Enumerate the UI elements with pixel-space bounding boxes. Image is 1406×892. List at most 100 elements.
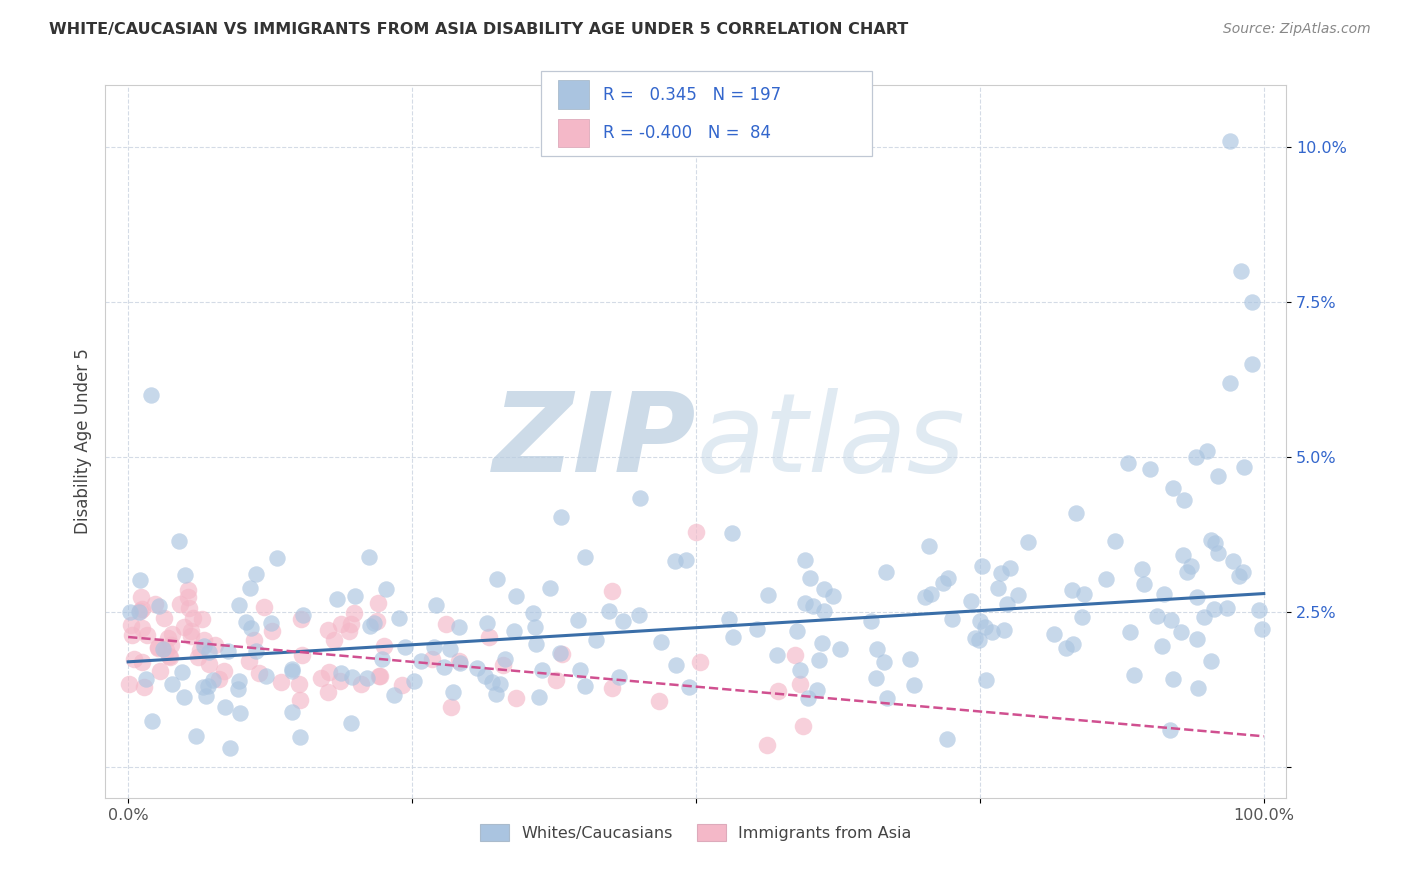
Point: [167, 534, 190, 549]
Point: [612, 615, 634, 629]
Point: [120, 618, 142, 632]
Point: [756, 589, 779, 603]
Point: [247, 666, 270, 681]
Point: [1152, 639, 1174, 653]
Point: [439, 641, 461, 656]
Point: [367, 669, 389, 683]
Point: [828, 642, 851, 657]
Point: [122, 652, 145, 666]
Point: [441, 685, 464, 699]
Point: [128, 605, 150, 619]
Point: [524, 636, 547, 650]
Point: [434, 616, 457, 631]
Point: [1161, 481, 1184, 495]
Point: [505, 589, 527, 603]
Point: [129, 603, 152, 617]
Point: [204, 638, 226, 652]
Point: [607, 670, 630, 684]
Point: [388, 610, 411, 624]
Point: [228, 673, 250, 688]
Point: [987, 581, 1010, 595]
Point: [1054, 640, 1077, 655]
Point: [574, 550, 596, 565]
Point: [865, 671, 887, 685]
Legend: Whites/Caucasians, Immigrants from Asia: Whites/Caucasians, Immigrants from Asia: [474, 818, 918, 847]
Point: [152, 642, 174, 657]
Point: [1132, 577, 1154, 591]
Point: [326, 592, 349, 607]
Point: [344, 589, 367, 603]
Point: [568, 663, 591, 677]
Point: [141, 714, 163, 728]
Point: [1185, 590, 1208, 604]
Point: [350, 677, 373, 691]
Point: [664, 554, 686, 568]
Point: [260, 616, 283, 631]
Point: [187, 650, 209, 665]
Point: [1139, 462, 1161, 476]
Point: [174, 568, 197, 582]
Point: [149, 664, 172, 678]
Point: [152, 611, 174, 625]
Point: [980, 624, 1002, 639]
Point: [756, 738, 779, 752]
Point: [1122, 668, 1144, 682]
Point: [173, 620, 195, 634]
Point: [898, 652, 921, 666]
Point: [970, 559, 993, 574]
Point: [873, 655, 896, 669]
Point: [391, 678, 413, 692]
Point: [665, 657, 688, 672]
Point: [218, 740, 240, 755]
Point: [789, 676, 811, 690]
Point: [960, 594, 983, 608]
Point: [337, 624, 360, 639]
Text: R =   0.345   N = 197: R = 0.345 N = 197: [603, 86, 782, 103]
Point: [1208, 468, 1230, 483]
Point: [143, 598, 166, 612]
Point: [449, 657, 471, 671]
Point: [198, 645, 221, 659]
Point: [600, 584, 623, 599]
Point: [1195, 443, 1218, 458]
Point: [159, 650, 181, 665]
Point: [1219, 134, 1241, 148]
Point: [155, 643, 177, 657]
Point: [965, 632, 987, 646]
Point: [969, 614, 991, 628]
Point: [359, 619, 381, 633]
Point: [214, 700, 236, 714]
Point: [995, 597, 1018, 611]
Point: [1241, 294, 1264, 309]
Point: [135, 672, 157, 686]
Point: [117, 677, 139, 691]
Point: [1160, 613, 1182, 627]
Point: [1173, 493, 1195, 508]
Point: [447, 654, 470, 668]
Point: [254, 669, 277, 683]
Point: [266, 550, 288, 565]
Point: [322, 632, 344, 647]
Point: [245, 567, 267, 582]
Point: [806, 682, 828, 697]
Point: [340, 670, 363, 684]
Point: [548, 647, 571, 661]
Point: [990, 566, 1012, 580]
Point: [368, 669, 391, 683]
Point: [291, 608, 314, 623]
Point: [936, 570, 959, 584]
Point: [505, 691, 527, 706]
Point: [650, 634, 672, 648]
Point: [550, 510, 572, 524]
Point: [194, 689, 217, 703]
Point: [675, 553, 697, 567]
Point: [1062, 637, 1084, 651]
Point: [1204, 602, 1226, 616]
Point: [678, 681, 700, 695]
Point: [191, 680, 214, 694]
Point: [628, 491, 651, 505]
Point: [717, 612, 740, 626]
Point: [173, 690, 195, 705]
Point: [1199, 533, 1222, 548]
Point: [363, 616, 385, 631]
